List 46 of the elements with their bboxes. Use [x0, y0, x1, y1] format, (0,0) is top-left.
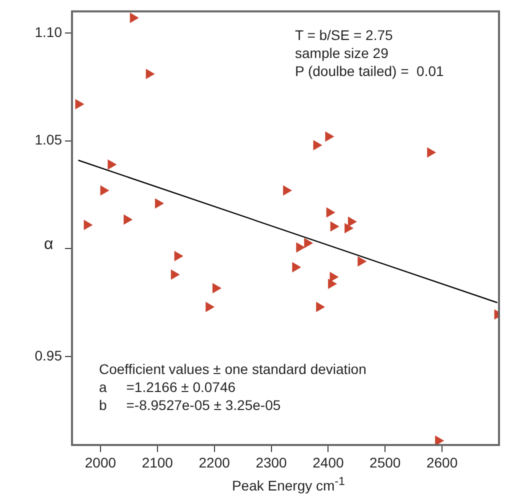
y-tick-label: 0.95	[34, 347, 62, 364]
annotation: a =1.2166 ± 0.0746	[99, 378, 236, 396]
x-tick-label: 2000	[84, 454, 116, 470]
annotation: b =-8.9527e-05 ± 3.25e-05	[99, 396, 281, 414]
x-tick-label: 2100	[142, 454, 174, 470]
point	[427, 148, 436, 158]
x-axis-title: Peak Energy cm$^{-1}$	[230, 474, 346, 495]
point	[330, 272, 338, 282]
point	[212, 283, 221, 293]
y-tick-label: 1.10	[34, 24, 62, 40]
point	[124, 214, 132, 224]
x-tick-label: 2400	[312, 454, 344, 470]
point	[283, 186, 292, 196]
y-tick-label: 1.05	[34, 132, 62, 148]
point	[328, 279, 337, 289]
point	[344, 223, 354, 234]
x-tick-label: 2300	[256, 454, 288, 470]
point	[146, 69, 154, 79]
annotation: Coefficient values ± one standard deviation	[99, 360, 366, 378]
point	[75, 99, 84, 109]
point	[304, 238, 313, 248]
x-tick-label: 2500	[370, 454, 401, 470]
point	[358, 256, 366, 266]
point	[206, 302, 214, 312]
point	[330, 222, 339, 232]
point	[100, 186, 109, 196]
point	[313, 140, 322, 150]
annotation: P (doulbe tailed) = 0.01	[295, 62, 444, 80]
point	[154, 198, 164, 208]
x-tick-label: 2200	[198, 454, 230, 470]
point	[316, 302, 325, 312]
point	[108, 160, 116, 170]
point	[292, 262, 301, 272]
y-axis-title: α	[44, 236, 54, 254]
x-tick-label: 2600	[426, 454, 458, 470]
point	[174, 251, 183, 261]
point	[84, 220, 92, 230]
annotation: sample size 29	[295, 44, 388, 62]
point	[170, 270, 180, 280]
point	[435, 436, 444, 445]
point	[325, 132, 334, 142]
point	[326, 208, 335, 218]
point	[296, 242, 305, 252]
point	[130, 13, 138, 23]
annotation: T = b/SE = 2.75	[295, 26, 393, 44]
point	[348, 216, 356, 227]
